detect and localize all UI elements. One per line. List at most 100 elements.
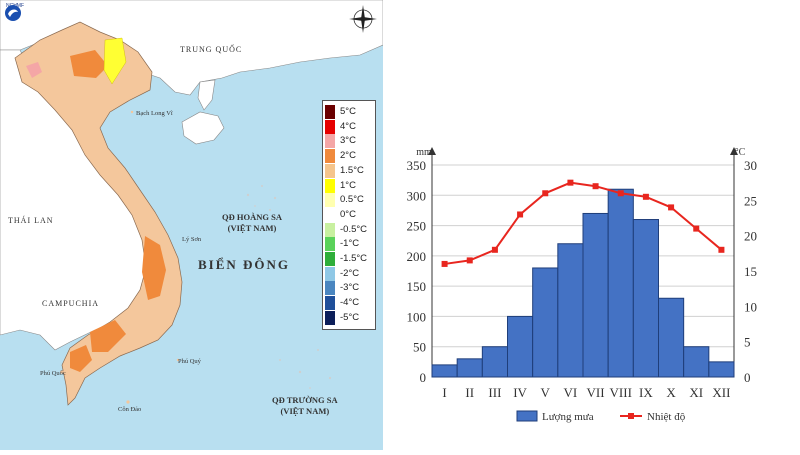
anomaly-patch-pink: [26, 62, 42, 78]
vietnam-landmass: [14, 21, 183, 406]
rainfall-bar: [582, 212, 609, 378]
legend-label: 1.5°C: [340, 164, 364, 176]
island: [176, 358, 180, 362]
rainfall-bar: [658, 297, 685, 378]
temperature-anomaly-map: NCHMF TRUNG QUỐC Bạch Long Vĩ THÁI LAN C…: [0, 0, 383, 450]
legend-label: -4°C: [340, 297, 360, 309]
legend-label: -5°C: [340, 311, 360, 323]
temperature-legend: 5°C 4°C 3°C 2°C 1.5°C 1°C 0.5°C 0°C -0.5°C -1°C -1…: [322, 100, 376, 330]
legend-label: 4°C: [340, 120, 356, 132]
y-right-tick-label: 0: [744, 370, 751, 385]
anomaly-patch-mekong: [70, 345, 92, 372]
temperature-point: [718, 246, 725, 253]
island: [166, 238, 170, 242]
anomaly-patch-central: [142, 236, 166, 300]
temperature-point: [466, 257, 473, 264]
rainfall-bar: [456, 358, 483, 378]
label-china: TRUNG QUỐC: [180, 45, 243, 54]
legend-label: -3°C: [340, 282, 360, 294]
legend-swatch: [325, 193, 335, 208]
rainfall-bar: [431, 364, 458, 378]
y-right-unit: °C: [735, 147, 746, 158]
label-cambodia: CAMPUCHIA: [42, 299, 100, 308]
x-tick-label: XI: [689, 385, 703, 400]
y-left-unit: mm: [416, 147, 432, 158]
y-left-tick-label: 200: [407, 249, 427, 264]
legend-row: 2°C: [323, 149, 375, 164]
x-tick-label: XII: [712, 385, 730, 400]
legend-row: -3°C: [323, 281, 375, 296]
logo-icon: [5, 5, 21, 21]
label-ly-son: Lý Sơn: [182, 236, 202, 243]
rainfall-bar: [557, 243, 584, 378]
x-tick-label: VIII: [610, 385, 632, 400]
temperature-point: [693, 225, 700, 232]
legend-row: -2°C: [323, 266, 375, 281]
legend-label: -2°C: [340, 267, 360, 279]
legend-label: 3°C: [340, 135, 356, 147]
rainfall-bar: [708, 361, 735, 378]
y-left-axis-arrow: [428, 147, 436, 155]
island: [130, 110, 134, 114]
temperature-point: [617, 190, 624, 197]
label-spratly: QĐ TRƯỜNG SA (VIỆT NAM): [272, 395, 338, 417]
label-thailand: THÁI LAN: [8, 216, 54, 225]
legend-row: -5°C: [323, 310, 375, 325]
legend-row: -4°C: [323, 296, 375, 311]
y-left-tick-label: 300: [407, 188, 427, 203]
island: [126, 400, 130, 404]
nchmf-logo: NCHMF: [4, 3, 26, 21]
legend-swatch: [325, 207, 335, 222]
y-right-tick-label: 25: [744, 193, 757, 208]
paracel-islands: [246, 185, 277, 211]
y-left-tick-label: 250: [407, 219, 427, 234]
legend-row: -1°C: [323, 237, 375, 252]
island: [60, 370, 64, 374]
rainfall-bar: [683, 346, 710, 378]
label-con-dao: Côn Đảo: [118, 406, 142, 413]
label-phu-quoc: Phú Quốc: [40, 370, 66, 377]
y-right-tick-label: 20: [744, 229, 757, 244]
legend-swatch: [325, 163, 335, 178]
temperature-point: [441, 260, 448, 267]
rainfall-bar: [632, 219, 659, 378]
legend-label: -1.5°C: [340, 253, 368, 264]
label-bach-long-vi: Bạch Long Vĩ: [136, 110, 173, 117]
x-tick-label: IX: [639, 385, 653, 400]
rainfall-bar: [607, 188, 634, 378]
legend-row: 1.5°C: [323, 163, 375, 178]
y-left-tick-label: 150: [407, 279, 427, 294]
y-right-tick-label: 15: [744, 264, 757, 279]
x-tick-label: I: [442, 385, 446, 400]
label-paracel: QĐ HOÀNG SA (VIỆT NAM): [222, 212, 282, 234]
spratly-islands: [279, 349, 332, 401]
legend-row: 0.5°C: [323, 193, 375, 208]
temperature-point: [642, 193, 649, 200]
label-paracel-country: (VIỆT NAM): [227, 223, 277, 233]
y-right-axis-arrow: [730, 147, 738, 155]
legend-row: 4°C: [323, 119, 375, 134]
climate-chart: 0 50 100 150 200 250 300 350 0 5 10 15 20 25 30 mm °C I II…: [392, 145, 800, 450]
legend-label: 1°C: [340, 179, 356, 191]
legend-swatch: [325, 178, 335, 193]
legend-temperature-label: Nhiệt độ: [647, 411, 686, 423]
y-right-tick-label: 30: [744, 158, 757, 173]
x-tick-label: VII: [587, 385, 605, 400]
y-left-tick-label: 0: [420, 370, 427, 385]
legend-row: -1.5°C: [323, 252, 375, 266]
legend-swatch: [325, 310, 335, 325]
label-paracel-name: QĐ HOÀNG SA: [222, 212, 282, 222]
y-right-tick-label: 5: [744, 335, 751, 350]
temperature-point: [567, 179, 574, 186]
x-tick-label: III: [488, 385, 501, 400]
y-left-tick-label: 50: [413, 340, 426, 355]
anomaly-patch-south: [90, 320, 126, 352]
legend-rainfall-swatch: [516, 410, 538, 422]
y-right-tick-label: 10: [744, 299, 757, 314]
label-east-sea: BIỂN ĐÔNG: [198, 257, 291, 272]
anomaly-patch-northwest: [70, 50, 108, 78]
label-phu-quy: Phú Quý: [178, 358, 201, 365]
x-tick-label: IV: [513, 385, 527, 400]
temperature-point: [592, 183, 599, 190]
